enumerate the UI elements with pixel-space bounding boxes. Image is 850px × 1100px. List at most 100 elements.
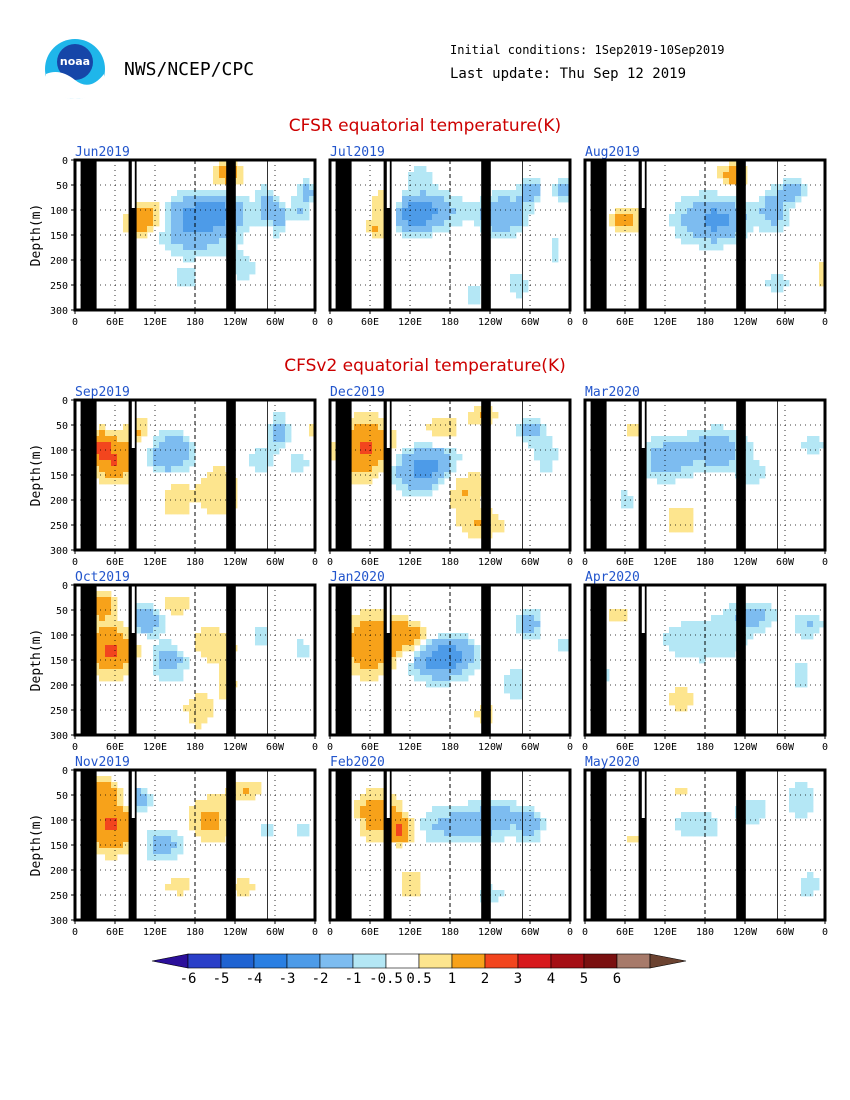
heat-cell [414,460,421,467]
heat-cell [219,202,226,209]
heat-cell [183,220,190,227]
heat-cell [450,675,457,682]
heat-cell [366,424,373,431]
x-tick-label: 0 [822,742,828,753]
heat-cell [510,806,517,813]
heat-cell [360,639,367,646]
heat-cell [183,244,190,251]
heat-cell [111,633,118,640]
heat-cell [219,675,226,682]
heat-cell [99,478,106,485]
heat-cell [183,460,190,467]
heat-cell [189,824,196,831]
heat-cell [171,208,178,215]
heat-cell [105,627,112,634]
heat-cell [534,627,541,634]
heat-cell [408,830,415,837]
heat-cell [105,597,112,604]
heat-cell [747,202,754,209]
heat-cell [765,220,772,227]
heat-cell [372,448,379,455]
heat-cell [609,220,616,227]
heat-cell [564,184,571,191]
y-tick-label: 100 [50,631,68,642]
heat-cell [123,651,130,658]
heat-cell [522,818,529,825]
heat-cell [165,603,172,610]
heat-cell [219,663,226,670]
heat-cell [123,818,130,825]
heat-cell [675,214,682,221]
heat-cell [366,460,373,467]
heat-cell [759,466,766,473]
heat-cell [171,214,178,221]
heat-cell [675,232,682,239]
heat-cell [183,208,190,215]
heat-cell [111,615,118,622]
panel-title: Sep2019 [75,385,130,400]
heat-cell [267,208,274,215]
heat-cell [165,508,172,515]
heat-cell [201,639,208,646]
heat-cell [99,848,106,855]
heat-cell [681,645,688,652]
heat-cell [669,442,676,449]
heat-cell [303,651,310,658]
heat-cell [372,442,379,449]
heat-cell [747,603,754,610]
heat-cell [390,824,397,831]
heat-cell [105,436,112,443]
heat-cell [807,878,814,885]
heat-cell [165,651,172,658]
heat-cell [813,442,820,449]
heat-cell [123,627,130,634]
heat-cell [729,196,736,203]
heat-cell [444,472,451,479]
heat-cell [390,800,397,807]
heat-cell [105,609,112,616]
heat-cell [699,190,706,197]
heat-cell [213,166,220,173]
heat-cell [402,645,409,652]
heat-cell [105,591,112,598]
heat-cell [621,496,628,503]
heat-cell [747,800,754,807]
land-mask [522,585,523,735]
heat-cell [432,645,439,652]
heat-cell [195,208,202,215]
heat-cell [657,442,664,449]
heat-cell [669,520,676,527]
heat-cell [267,202,274,209]
heat-cell [189,238,196,245]
heat-cell [99,794,106,801]
y-axis-label: Depth(m) [29,444,44,507]
heat-cell [396,818,403,825]
heat-cell [456,651,463,658]
panel-title: Jul2019 [330,145,385,160]
colorbar-label: 0.5 [406,971,431,987]
heat-cell [105,788,112,795]
heat-cell [681,238,688,245]
heat-cell [645,466,652,473]
heat-cell [414,675,421,682]
heat-cell [510,208,517,215]
heat-cell [432,220,439,227]
heat-cell [378,788,385,795]
heat-cell [468,806,475,813]
x-tick-label: 120W [478,557,503,568]
heat-cell [765,280,772,287]
heat-cell [801,675,808,682]
heat-cell [534,430,541,437]
heat-cell [207,711,214,718]
land-mask [638,400,647,550]
heat-cell [432,424,439,431]
heat-cell [747,226,754,233]
heat-cell [516,202,523,209]
heat-cell [372,621,379,628]
heat-cell [105,663,112,670]
heat-cell [402,812,409,819]
heat-cell [717,196,724,203]
land-gap [641,400,645,448]
heat-cell [819,268,826,275]
